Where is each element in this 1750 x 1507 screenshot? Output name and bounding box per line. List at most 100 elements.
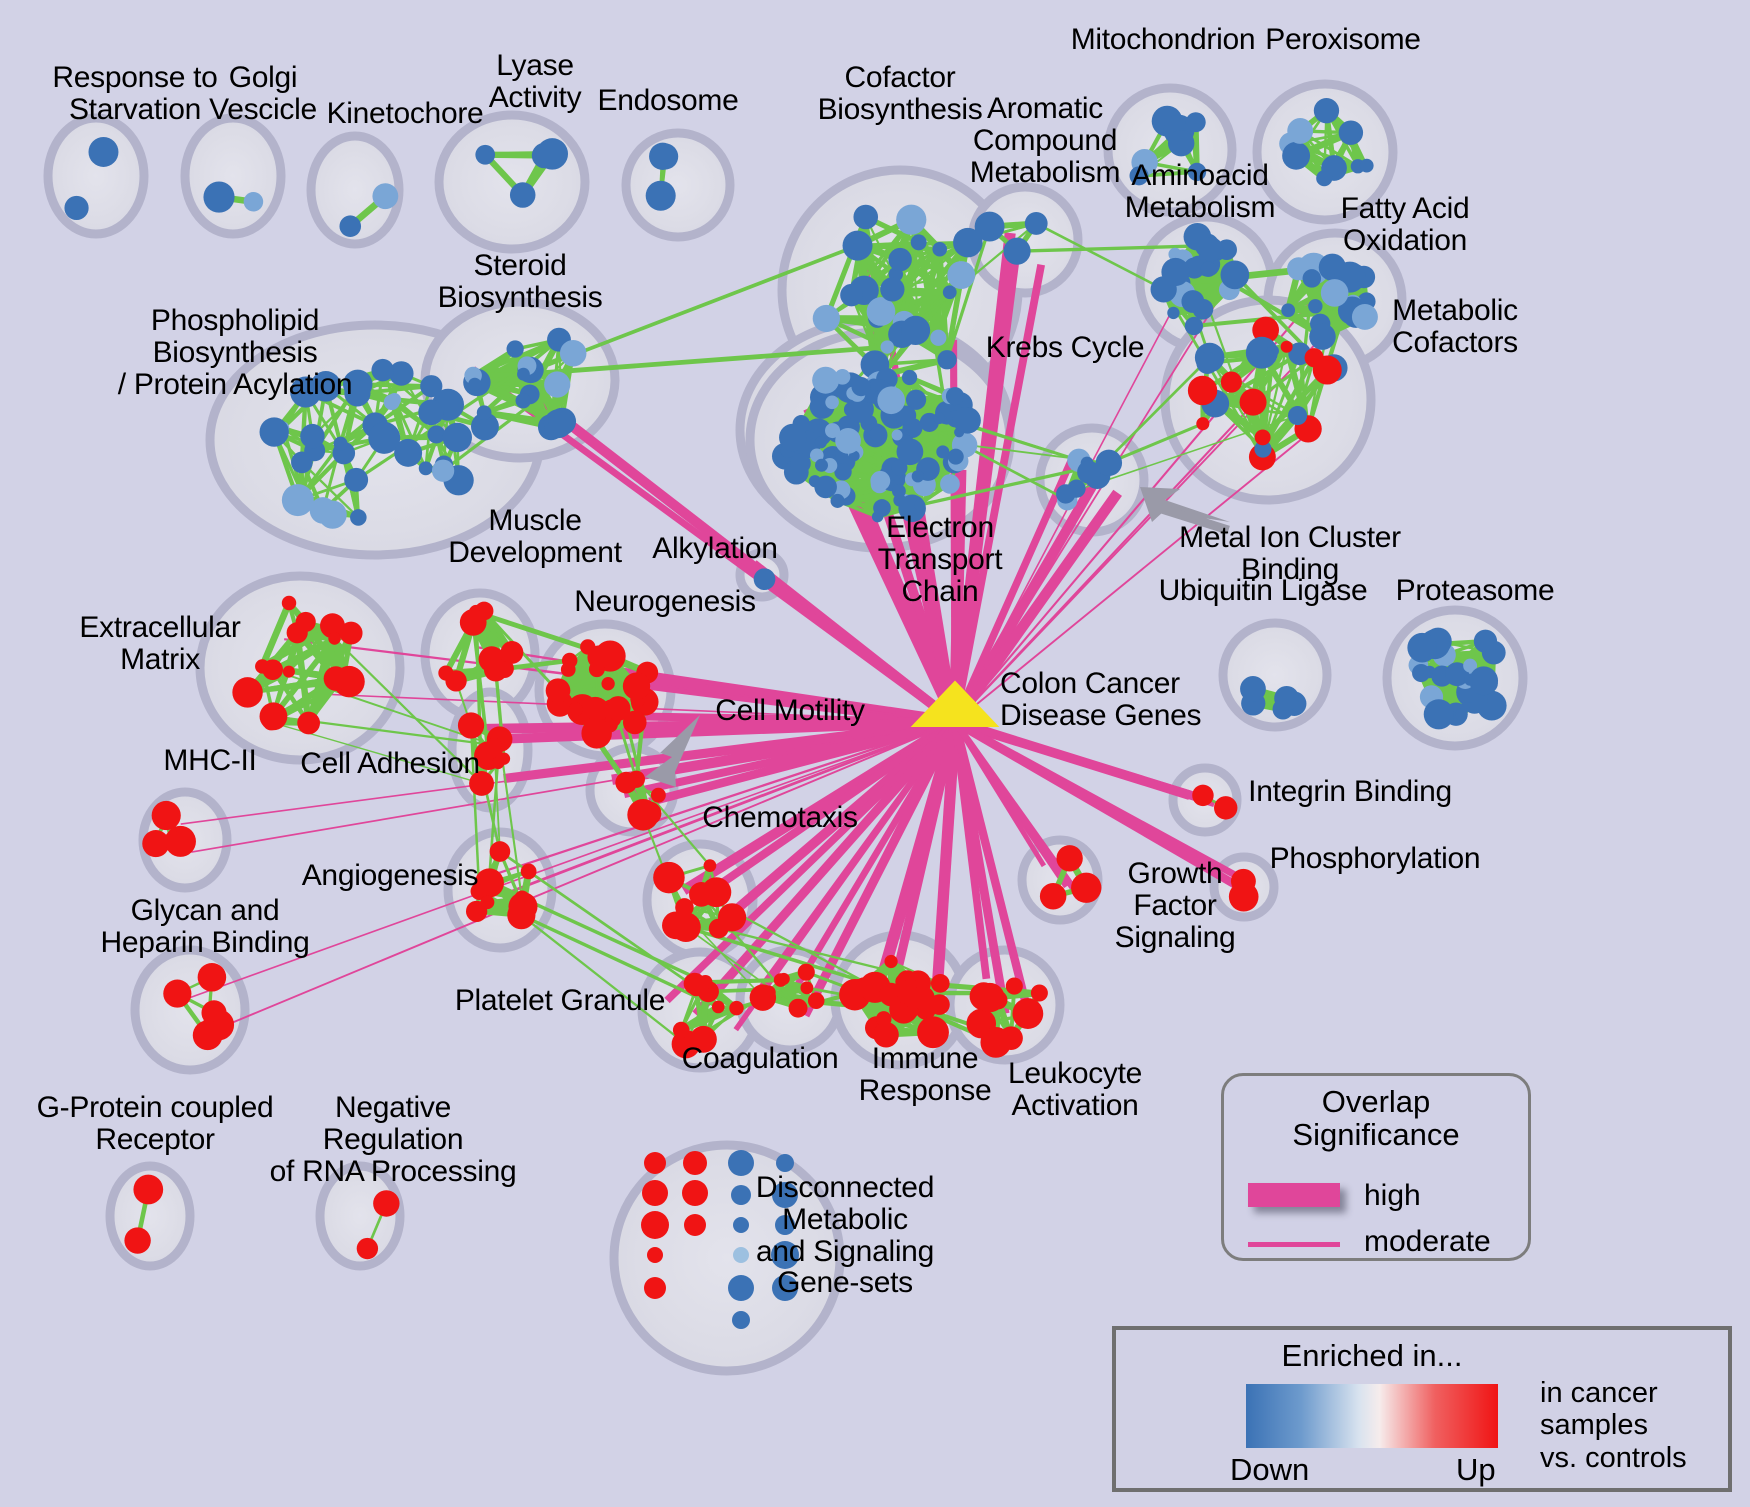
- gene-set-node: [1445, 662, 1470, 687]
- gene-set-node: [163, 979, 192, 1008]
- gene-set-node: [559, 339, 587, 367]
- gene-set-node: [901, 369, 918, 386]
- significance-edge: [180, 721, 956, 825]
- gene-set-node: [1287, 118, 1314, 144]
- gene-set-node: [866, 297, 896, 326]
- gene-set-node: [800, 981, 814, 995]
- gene-set-node: [1056, 484, 1076, 504]
- gene-set-node: [1181, 290, 1205, 313]
- gene-set-node: [1095, 449, 1123, 477]
- gene-set-node: [815, 458, 829, 472]
- gene-set-node: [281, 595, 297, 611]
- gene-set-node: [1316, 170, 1333, 187]
- gene-set-node: [1168, 247, 1182, 261]
- gene-set-node: [445, 670, 467, 692]
- significance-edge: [950, 720, 1034, 1020]
- gene-set-node: [1005, 977, 1023, 995]
- gene-set-node: [776, 1154, 794, 1172]
- gene-set-node: [517, 367, 530, 381]
- gene-set-node: [281, 484, 314, 517]
- gene-set-node: [1198, 237, 1224, 262]
- significance-edge: [954, 397, 1260, 723]
- overlap-edge-inter: [333, 637, 483, 785]
- gene-set-node: [683, 972, 706, 995]
- overlap-edge-inter: [520, 914, 687, 1046]
- gene-set-node: [339, 621, 363, 645]
- gene-set-node: [545, 678, 571, 703]
- gene-set-node: [1167, 306, 1180, 320]
- overlap-edge-inter: [469, 725, 481, 892]
- gene-set-node: [491, 756, 505, 770]
- gene-set-node: [1245, 336, 1278, 369]
- gene-set-node: [290, 376, 322, 408]
- gene-set-node: [731, 1185, 751, 1205]
- gene-set-node: [947, 448, 964, 465]
- gene-set-node: [468, 377, 482, 391]
- gene-set-node: [877, 386, 906, 415]
- gene-set-node: [1463, 658, 1478, 673]
- gene-set-node: [1200, 261, 1217, 277]
- overlap-edge-inter: [700, 893, 799, 1009]
- gene-set-node: [869, 426, 885, 442]
- gene-set-node: [873, 499, 891, 517]
- overlap-edge-inter: [523, 344, 888, 377]
- gene-set-node: [940, 474, 960, 494]
- overlap-moderate-label: moderate: [1364, 1225, 1491, 1258]
- gene-set-node: [779, 423, 807, 452]
- gene-set-node: [474, 868, 504, 898]
- gene-set-node: [1012, 998, 1044, 1029]
- gene-set-node: [1274, 685, 1300, 711]
- gene-set-node: [320, 613, 345, 639]
- gene-set-node: [371, 358, 394, 382]
- gene-set-node: [457, 712, 485, 739]
- gene-set-node: [1220, 260, 1250, 290]
- colon-cancer-hub-triangle[interactable]: [910, 680, 1000, 727]
- gene-set-node: [684, 1214, 706, 1236]
- gene-set-node: [729, 1000, 744, 1016]
- gene-set-node: [647, 1247, 663, 1263]
- gene-set-node: [333, 436, 348, 451]
- gene-set-node: [568, 702, 583, 717]
- gene-set-node: [880, 277, 905, 302]
- gene-set-node: [581, 718, 612, 749]
- gene-set-node: [728, 1275, 754, 1301]
- gene-set-node: [848, 450, 860, 462]
- gene-set-node: [777, 972, 790, 985]
- gene-set-node: [1304, 348, 1324, 368]
- gene-set-node: [1192, 784, 1214, 807]
- significance-edge: [954, 718, 1216, 808]
- gene-set-node: [1351, 303, 1378, 330]
- cluster-halo-negative-regulation-rna-processing: [315, 1161, 405, 1271]
- overlap-moderate-swatch: [1248, 1242, 1340, 1247]
- gene-set-node: [840, 283, 863, 307]
- significance-edge: [767, 583, 958, 726]
- gene-set-node: [905, 389, 927, 410]
- gene-set-node: [328, 632, 341, 645]
- cluster-halo-response-to-starvation: [43, 113, 149, 239]
- gene-set-node: [1252, 316, 1280, 344]
- gene-set-node: [753, 568, 776, 591]
- gene-set-node: [790, 453, 811, 474]
- gene-set-node: [470, 412, 499, 441]
- gene-set-node: [1308, 299, 1323, 314]
- overlap-edge: [1214, 351, 1301, 406]
- gene-set-node: [809, 448, 824, 463]
- gene-set-node: [980, 1026, 1012, 1058]
- gene-set-node: [788, 998, 808, 1018]
- gene-set-node: [671, 912, 701, 943]
- gene-set-node: [892, 1002, 909, 1020]
- gene-set-node: [151, 800, 181, 831]
- overlap-edge-inter: [685, 926, 799, 1009]
- gene-set-node: [891, 484, 906, 499]
- gene-set-node: [1187, 375, 1218, 406]
- gene-set-node: [508, 892, 538, 922]
- gene-set-node: [427, 425, 446, 444]
- gene-set-node: [1281, 303, 1296, 318]
- gene-set-node: [644, 1152, 666, 1174]
- gene-set-node: [124, 1227, 151, 1254]
- overlap-edge-inter: [635, 778, 711, 867]
- gene-set-node: [469, 771, 494, 796]
- gene-set-node: [262, 659, 284, 680]
- significance-edge: [952, 720, 1084, 901]
